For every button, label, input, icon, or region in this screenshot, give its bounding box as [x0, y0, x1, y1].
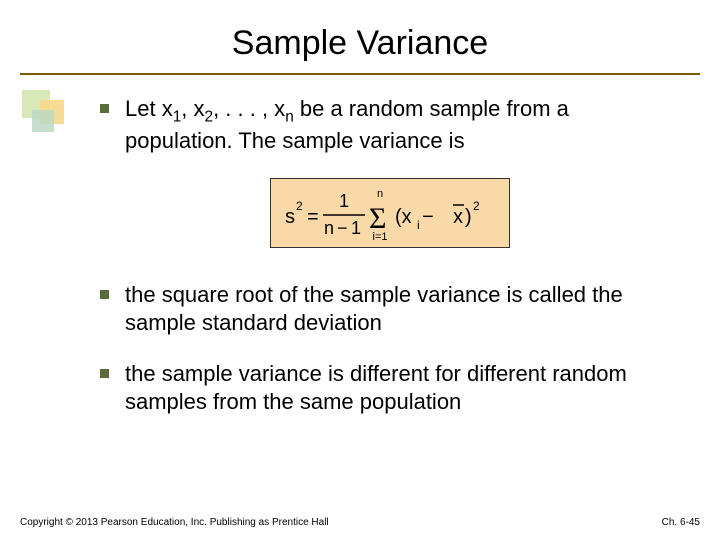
bullet-marker-icon [100, 104, 109, 113]
b1-s1: 1 [173, 108, 182, 125]
bullet-marker-icon [100, 369, 109, 378]
bullet-3: the sample variance is different for dif… [100, 360, 680, 415]
content-area: Let x1, x2, . . . , xn be a random sampl… [0, 75, 720, 415]
copyright-text: Copyright © 2013 Pearson Education, Inc.… [20, 517, 329, 528]
bullet-2: the square root of the sample variance i… [100, 281, 680, 336]
formula-box: s 2 = 1 n − 1 n Σ i=1 (x i − [270, 178, 510, 248]
f-lhs: s [285, 206, 295, 228]
formula-svg: s 2 = 1 n − 1 n Σ i=1 (x i − [281, 185, 499, 243]
f-close: ) [465, 206, 472, 228]
bullet-1-text: Let x1, x2, . . . , xn be a random sampl… [125, 95, 680, 154]
page-number: Ch. 6-45 [662, 517, 700, 528]
f-sq: 2 [473, 199, 480, 213]
f-den-minus: − [337, 218, 348, 238]
f-eq: = [307, 206, 319, 228]
corner-accent [22, 90, 66, 134]
footer: Copyright © 2013 Pearson Education, Inc.… [20, 517, 700, 528]
f-sum-top: n [377, 188, 383, 200]
f-sub-i: i [417, 218, 420, 232]
formula-container: s 2 = 1 n − 1 n Σ i=1 (x i − [100, 178, 680, 253]
f-den-n: n [324, 218, 334, 238]
f-minus: − [422, 206, 434, 228]
b1-pre: Let x [125, 96, 173, 121]
f-open: (x [395, 206, 412, 228]
b1-s2: 2 [205, 108, 214, 125]
b1-mid1: , x [181, 96, 204, 121]
b1-sn: n [285, 108, 294, 125]
bullet-marker-icon [100, 290, 109, 299]
f-num: 1 [339, 191, 349, 211]
f-xbar: x [453, 206, 463, 228]
bullet-2-text: the square root of the sample variance i… [125, 281, 680, 336]
b1-mid2: , . . . , x [213, 96, 285, 121]
f-lhs-sup: 2 [296, 199, 303, 213]
f-sum-bottom: i=1 [373, 231, 388, 243]
f-den-1: 1 [351, 218, 361, 238]
bullet-1: Let x1, x2, . . . , xn be a random sampl… [100, 95, 680, 154]
slide-title: Sample Variance [0, 0, 720, 73]
bullet-3-text: the sample variance is different for dif… [125, 360, 680, 415]
